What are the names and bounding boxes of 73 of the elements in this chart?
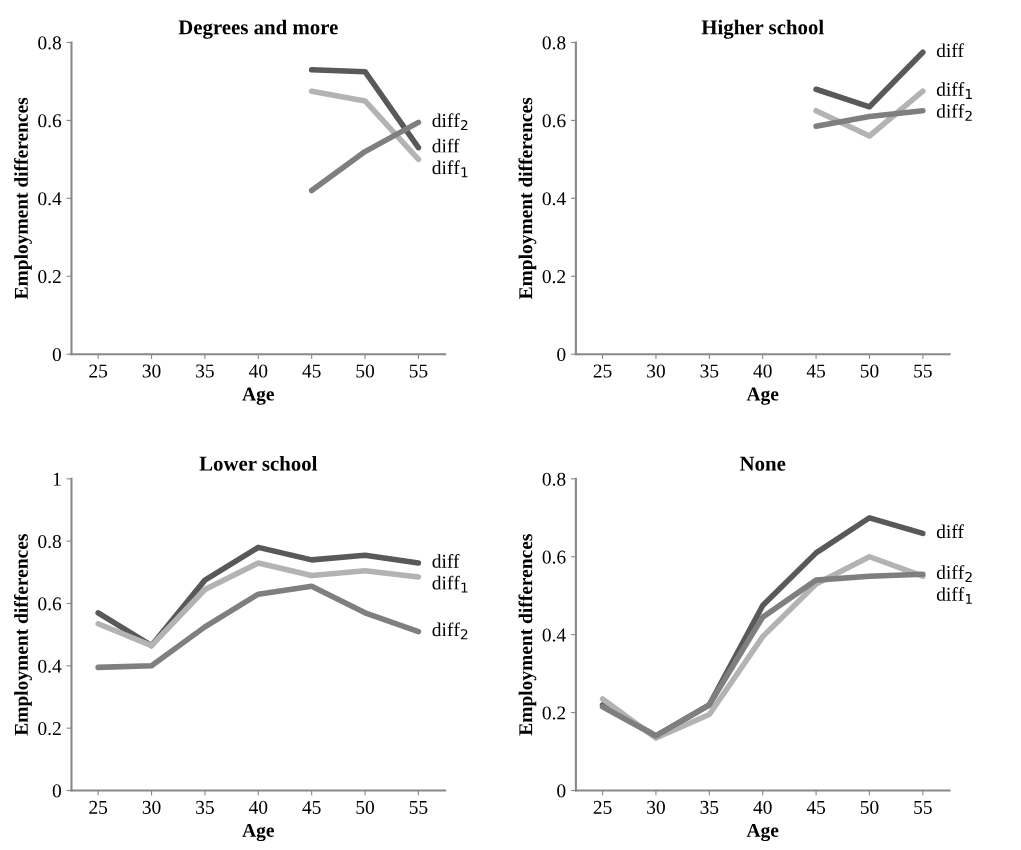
y-tick-label: 0 <box>52 347 62 362</box>
x-tick-label: 45 <box>302 800 321 814</box>
series-label: diff$_{2}$ <box>432 622 468 640</box>
y-tick-label: 1 <box>53 472 61 486</box>
x-tick-label: 45 <box>302 364 321 378</box>
series-label: diff$_{2}$ <box>432 113 468 131</box>
x-tick-label: 25 <box>89 364 108 378</box>
series-label: diff$_{2}$ <box>936 103 972 121</box>
x-tick-label: 50 <box>860 800 879 814</box>
x-tick-label: 25 <box>89 800 108 814</box>
y-tick-label: 0.2 <box>38 270 61 284</box>
y-tick-label: 0.2 <box>38 721 61 736</box>
x-tick-label: 50 <box>860 364 879 378</box>
x-tick-label: 40 <box>753 364 772 378</box>
y-tick-label: 0.8 <box>38 534 62 549</box>
x-tick-label: 35 <box>700 364 719 378</box>
y-axis-title: Employment differences <box>518 534 537 736</box>
y-tick-label: 0.2 <box>542 706 566 720</box>
x-tick-label: 30 <box>142 800 161 814</box>
x-tick-label: 35 <box>196 800 214 814</box>
x-tick-label: 30 <box>142 364 161 378</box>
x-tick-label: 55 <box>914 364 932 378</box>
x-tick-label: 30 <box>647 800 665 814</box>
y-tick-label: 0.8 <box>542 36 566 50</box>
y-tick-label: 0.6 <box>38 597 62 611</box>
x-axis-title: Age <box>242 823 274 842</box>
series-label: diff$_{2}$ <box>936 565 972 583</box>
series-label: diff$_{1}$ <box>936 586 972 604</box>
y-tick-label: 0.6 <box>38 114 62 128</box>
x-tick-label: 35 <box>700 800 719 814</box>
y-axis-title: Employment differences <box>14 97 32 300</box>
y-tick-label: 0.4 <box>542 192 566 206</box>
y-axis-title: Employment differences <box>518 97 537 300</box>
x-tick-label: 50 <box>356 364 375 378</box>
x-axis-title: Age <box>746 387 779 405</box>
series-label: diff <box>432 138 460 153</box>
x-tick-label: 55 <box>409 364 428 378</box>
x-tick-label: 40 <box>248 364 268 378</box>
y-tick-label: 0.2 <box>542 270 566 284</box>
series-label: diff <box>432 553 460 568</box>
x-tick-label: 40 <box>753 800 772 814</box>
y-tick-label: 0.6 <box>542 114 566 128</box>
x-tick-label: 30 <box>647 364 665 378</box>
y-tick-label: 0 <box>52 784 62 798</box>
x-axis-title: Age <box>242 387 274 405</box>
x-tick-label: 25 <box>593 364 612 378</box>
x-tick-label: 25 <box>593 800 612 814</box>
y-tick-label: 0.4 <box>542 628 566 642</box>
x-tick-label: 45 <box>806 800 826 814</box>
series-label: diff$_{1}$ <box>936 82 972 99</box>
y-tick-label: 0.8 <box>542 472 566 486</box>
y-tick-label: 0.8 <box>38 36 62 50</box>
x-tick-label: 55 <box>914 800 932 814</box>
series-label: diff$_{1}$ <box>432 575 468 593</box>
series-label: diff$_{1}$ <box>432 160 468 178</box>
y-tick-label: 0 <box>557 784 566 798</box>
chart-title: Higher school <box>701 19 824 39</box>
x-tick-label: 45 <box>806 364 826 378</box>
chart-title: Lower school <box>199 456 318 471</box>
series-label: diff <box>936 524 964 539</box>
y-tick-label: 0 <box>557 347 566 362</box>
series-label: diff <box>936 43 964 58</box>
y-tick-label: 0.4 <box>38 659 62 673</box>
x-tick-label: 35 <box>196 364 214 378</box>
x-tick-label: 55 <box>409 800 428 814</box>
chart-title: Degrees and more <box>178 19 338 39</box>
x-axis-title: Age <box>746 823 779 842</box>
chart-title: None <box>739 456 786 471</box>
y-tick-label: 0.4 <box>38 192 62 206</box>
y-tick-label: 0.6 <box>542 550 566 564</box>
x-tick-label: 50 <box>356 800 375 814</box>
x-tick-label: 40 <box>248 800 268 814</box>
y-axis-title: Employment differences <box>14 534 32 736</box>
